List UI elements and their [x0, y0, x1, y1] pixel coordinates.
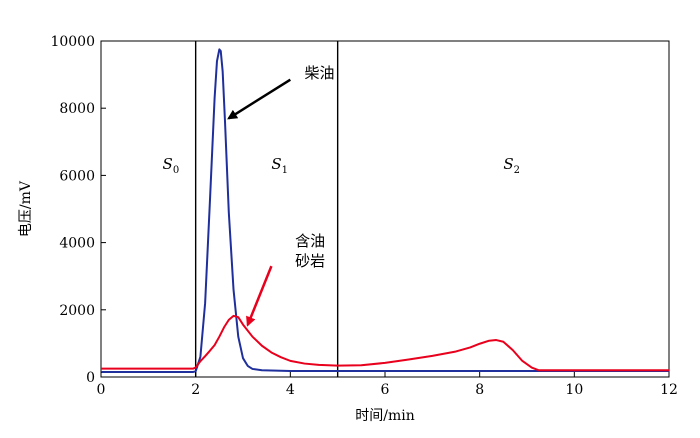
plot-frame	[100, 40, 670, 378]
x-tick-label: 2	[191, 382, 200, 398]
x-tick-label: 12	[660, 382, 678, 398]
x-tick-label: 4	[286, 382, 295, 398]
x-tick-label: 8	[475, 382, 484, 398]
series-line-1	[101, 314, 669, 372]
y-tick-label: 6000	[59, 168, 95, 184]
y-tick-label: 0	[86, 370, 95, 386]
annotation-arrow-1	[246, 265, 273, 327]
series-line-0	[101, 48, 669, 373]
y-tick-label: 8000	[59, 101, 95, 117]
annotation-label-0: 柴油	[305, 64, 335, 82]
region-label-s0: S0	[163, 155, 180, 176]
x-tick-label: 10	[565, 382, 583, 398]
y-tick-label: 10000	[50, 34, 95, 50]
y-axis-label: 电压/mV	[18, 180, 34, 237]
annotation-arrow-0	[227, 78, 291, 120]
y-tick-label: 4000	[59, 236, 95, 252]
annotation-label-1: 含油砂岩	[295, 232, 325, 270]
x-tick-label: 6	[381, 382, 390, 398]
y-tick-label: 2000	[59, 303, 95, 319]
x-axis-label: 时间/min	[355, 408, 415, 424]
region-label-s1: S1	[271, 155, 288, 176]
region-label-s2: S2	[503, 155, 520, 176]
x-tick-label: 0	[97, 382, 106, 398]
